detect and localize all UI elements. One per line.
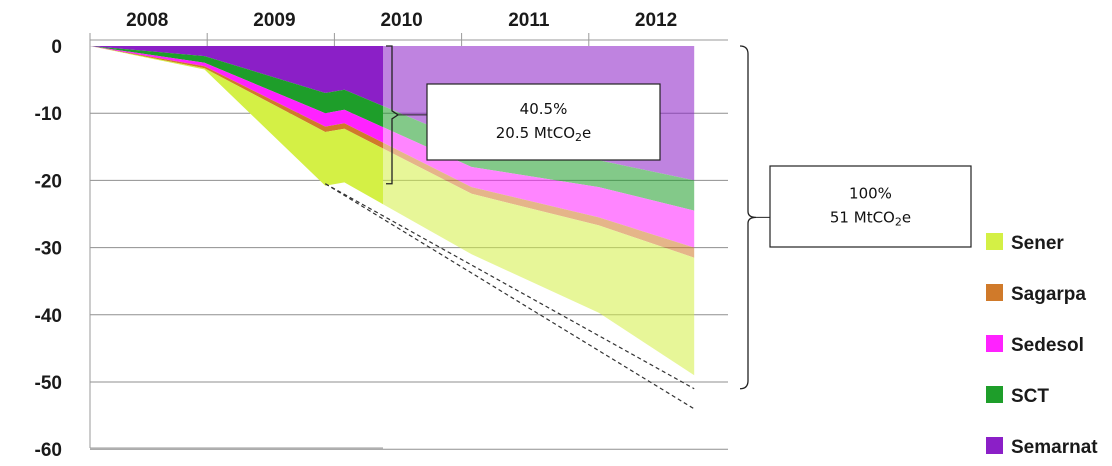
y-tick-label: 0 <box>51 37 62 58</box>
area-sagarpa <box>383 142 695 258</box>
legend-label-sagarpa: Sagarpa <box>1011 284 1086 305</box>
legend-label-sener: Sener <box>1011 233 1064 254</box>
annotation-box <box>769 165 972 248</box>
annotation-box <box>426 83 661 161</box>
legend-swatch-sagarpa <box>986 284 1003 301</box>
y-tick-label: -30 <box>35 239 62 260</box>
area-sedesol <box>383 127 695 248</box>
annotation-layer: 40.5% 20.5 MtCO2e 100% 51 MtCO2e <box>386 45 972 390</box>
legend-label-sct: SCT <box>1011 386 1049 407</box>
annotation-bracket <box>739 45 757 390</box>
legend-swatch-sener <box>986 233 1003 250</box>
area-sener <box>90 46 383 205</box>
x-tick-label: 2011 <box>508 10 550 31</box>
projection-layer <box>325 183 695 410</box>
area-sener <box>383 148 695 376</box>
legend-swatch-sct <box>986 386 1003 403</box>
annotation-amount: 20.5 MtCO2e <box>496 124 592 144</box>
projection-line-lower <box>325 183 695 410</box>
annotation-amount: 51 MtCO2e <box>830 209 911 229</box>
annotation-percent: 100% <box>849 185 892 203</box>
projection-line-upper <box>325 183 695 390</box>
axis-layer: 0 -10 -20 -30 -40 -50 -60 2008 2009 2010 2011 2012 <box>35 10 728 461</box>
y-tick-label: -10 <box>35 104 62 125</box>
x-tick-label: 2009 <box>253 10 295 31</box>
area-sedesol <box>90 46 383 143</box>
legend-swatch-sedesol <box>986 335 1003 352</box>
legend-label-semarnat: Semarnat <box>1011 437 1098 458</box>
legend-label-sedesol: Sedesol <box>1011 335 1084 356</box>
x-tick-label: 2012 <box>635 10 677 31</box>
y-tick-label: -50 <box>35 373 62 394</box>
y-tick-label: -60 <box>35 440 62 461</box>
y-tick-label: -40 <box>35 306 62 327</box>
area-sagarpa <box>90 46 383 149</box>
x-tick-label: 2008 <box>126 10 168 31</box>
legend-swatch-semarnat <box>986 437 1003 454</box>
area-layer-actual <box>90 46 383 205</box>
area-semarnat <box>90 46 383 106</box>
x-tick-label: 2010 <box>380 10 422 31</box>
legend: Sener Sagarpa Sedesol SCT Semarnat <box>986 233 1098 458</box>
annotation-percent: 40.5% <box>520 100 568 118</box>
y-tick-label: -20 <box>35 171 62 192</box>
